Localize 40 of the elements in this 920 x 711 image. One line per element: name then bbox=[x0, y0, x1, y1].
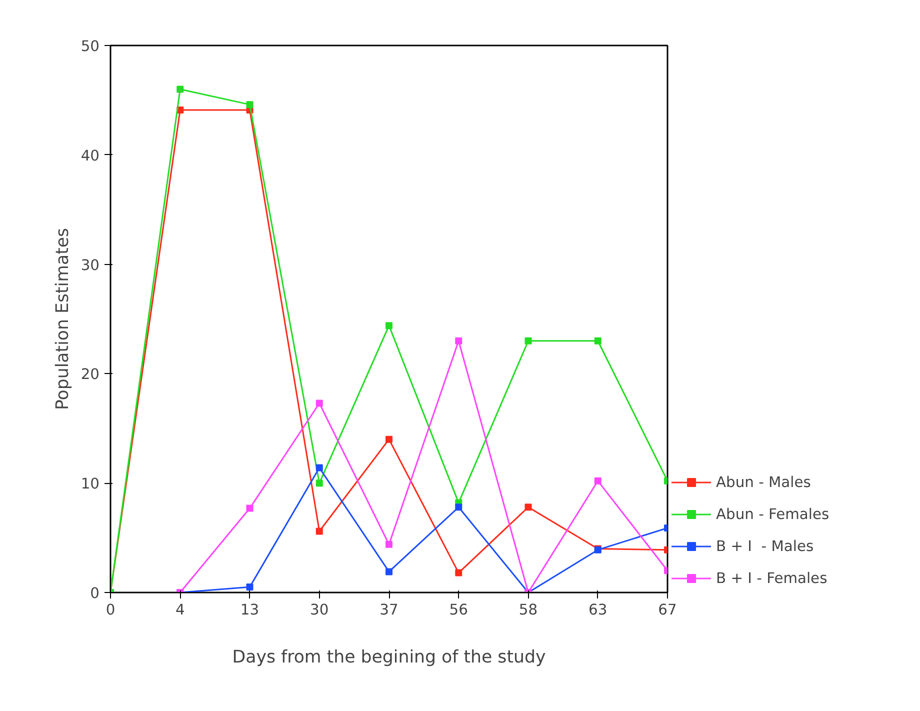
x-tick-label: 4 bbox=[175, 602, 185, 618]
point bbox=[524, 504, 532, 511]
point bbox=[455, 504, 462, 511]
y-tick-label: 30 bbox=[80, 256, 100, 274]
x-tick-label: 56 bbox=[449, 602, 468, 618]
point bbox=[386, 540, 392, 548]
legend-label: Abun - Females bbox=[716, 506, 830, 522]
point bbox=[316, 528, 323, 535]
point bbox=[455, 569, 462, 576]
x-tick-label: 0 bbox=[106, 602, 116, 618]
y-axis-title: Population Estimates bbox=[52, 228, 73, 410]
legend-label: Abun - Males bbox=[716, 474, 811, 490]
point bbox=[246, 584, 254, 591]
point bbox=[316, 400, 323, 407]
point bbox=[176, 86, 184, 93]
x-tick-label: 37 bbox=[380, 602, 398, 618]
x-tick-label: 63 bbox=[588, 602, 608, 618]
point bbox=[246, 101, 254, 108]
y-tick-label: 20 bbox=[80, 366, 100, 384]
point bbox=[386, 568, 392, 576]
x-tick-label: 30 bbox=[310, 602, 329, 618]
y-tick-label: 0 bbox=[90, 585, 100, 602]
point bbox=[386, 322, 392, 330]
point bbox=[246, 504, 254, 512]
point bbox=[594, 477, 602, 484]
legend-label: B + I - Females bbox=[716, 570, 828, 586]
legend-label: B + I - Males bbox=[716, 538, 814, 554]
x-tick-label: 67 bbox=[658, 602, 677, 618]
y-tick-label: 50 bbox=[80, 38, 100, 55]
x-tick-label: 13 bbox=[240, 602, 260, 618]
point bbox=[594, 337, 602, 344]
y-tick-label: 10 bbox=[80, 476, 100, 493]
point bbox=[524, 337, 532, 344]
point bbox=[316, 480, 323, 487]
y-tick-label: 40 bbox=[80, 147, 100, 164]
x-tick-label: 58 bbox=[518, 602, 538, 618]
x-axis-title: Days from the begining of the study bbox=[232, 648, 546, 668]
point bbox=[316, 464, 323, 472]
point bbox=[455, 337, 462, 344]
point bbox=[386, 436, 392, 443]
